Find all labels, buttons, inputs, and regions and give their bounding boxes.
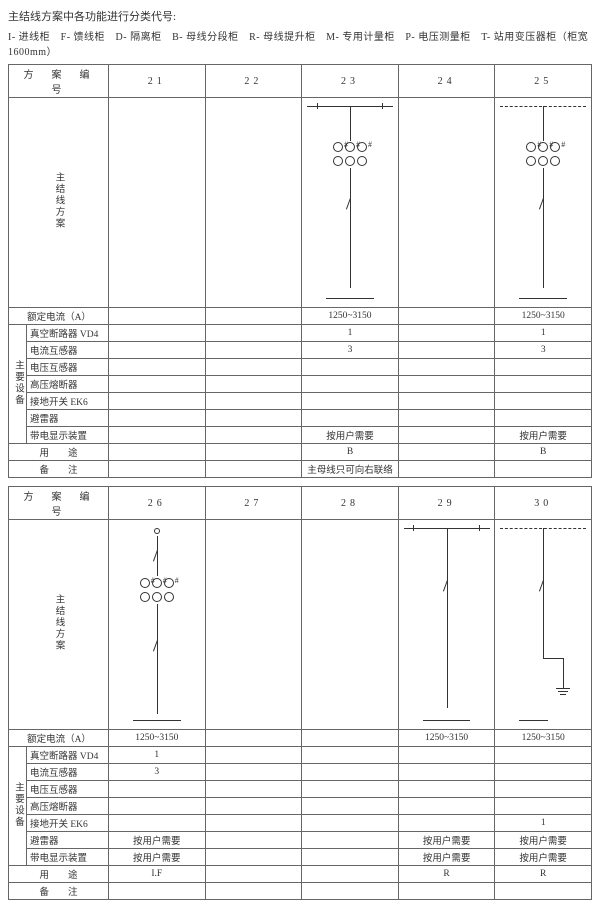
row-arrester: 避雷器: [9, 410, 592, 427]
col-21: 21: [109, 65, 206, 98]
dia-25: ###: [495, 98, 592, 308]
row-pt-b: 电压互感器: [9, 781, 592, 798]
col-23: 23: [302, 65, 399, 98]
dia-30: [495, 520, 592, 730]
row-earth: 接地开关 EK6: [9, 393, 592, 410]
main-scheme-label: 主结线方案: [52, 172, 66, 230]
col-25: 25: [495, 65, 592, 98]
dia-27: [205, 520, 302, 730]
col-29: 29: [398, 487, 495, 520]
dia-26: ###: [109, 520, 206, 730]
dia-22: [205, 98, 302, 308]
scheme-table-b: 方 案 编 号 26 27 28 29 30 主结线方案 ### 额定电流（A）…: [8, 486, 592, 900]
row-usage-b: 用 途 I.F RR: [9, 866, 592, 883]
col-28: 28: [302, 487, 399, 520]
diagram-row-a: 主结线方案 ### ###: [9, 98, 592, 308]
dia-23: ###: [302, 98, 399, 308]
row-ct-b: 电流互感器 3: [9, 764, 592, 781]
row-fuse-b: 高压熔断器: [9, 798, 592, 815]
diagram-row-b: 主结线方案 ###: [9, 520, 592, 730]
row-remark: 备 注 主母线只可向右联络: [9, 461, 592, 478]
scheme-table-a: 方 案 编 号 21 22 23 24 25 主结线方案 ### ### 额定电…: [8, 64, 592, 478]
row-earth-b: 接地开关 EK6 1: [9, 815, 592, 832]
row-arrester-b: 避雷器 按用户需要 按用户需要按用户需要: [9, 832, 592, 849]
row-fuse: 高压熔断器: [9, 376, 592, 393]
col-27: 27: [205, 487, 302, 520]
row-vacuum-b: 主要设备 真空断路器 VD4 1: [9, 747, 592, 764]
dia-21: [109, 98, 206, 308]
row-live-b: 带电显示装置 按用户需要 按用户需要按用户需要: [9, 849, 592, 866]
row-ct: 电流互感器 3 3: [9, 342, 592, 359]
plan-no-label: 方 案 编 号: [9, 65, 109, 98]
dia-28: [302, 520, 399, 730]
row-vacuum: 主要设备 真空断路器 VD4 1 1: [9, 325, 592, 342]
row-live: 带电显示装置 按用户需要 按用户需要: [9, 427, 592, 444]
row-rated: 额定电流（A） 1250~3150 1250~3150: [9, 308, 592, 325]
col-26: 26: [109, 487, 206, 520]
row-rated-b: 额定电流（A） 1250~3150 1250~31501250~3150: [9, 730, 592, 747]
header-row-b: 方 案 编 号 26 27 28 29 30: [9, 487, 592, 520]
col-24: 24: [398, 65, 495, 98]
header-row: 方 案 编 号 21 22 23 24 25: [9, 65, 592, 98]
main-equip-label: 主要设备: [11, 360, 25, 406]
row-usage: 用 途 B B: [9, 444, 592, 461]
row-remark-b: 备 注: [9, 883, 592, 900]
row-pt: 电压互感器: [9, 359, 592, 376]
col-22: 22: [205, 65, 302, 98]
page-title: 主结线方案中各功能进行分类代号:: [8, 8, 592, 24]
dia-29: [398, 520, 495, 730]
col-30: 30: [495, 487, 592, 520]
legend-line: I- 进线柜 F- 馈线柜 D- 隔离柜 B- 母线分段柜 R- 母线提升柜 M…: [8, 28, 592, 58]
dia-24: [398, 98, 495, 308]
